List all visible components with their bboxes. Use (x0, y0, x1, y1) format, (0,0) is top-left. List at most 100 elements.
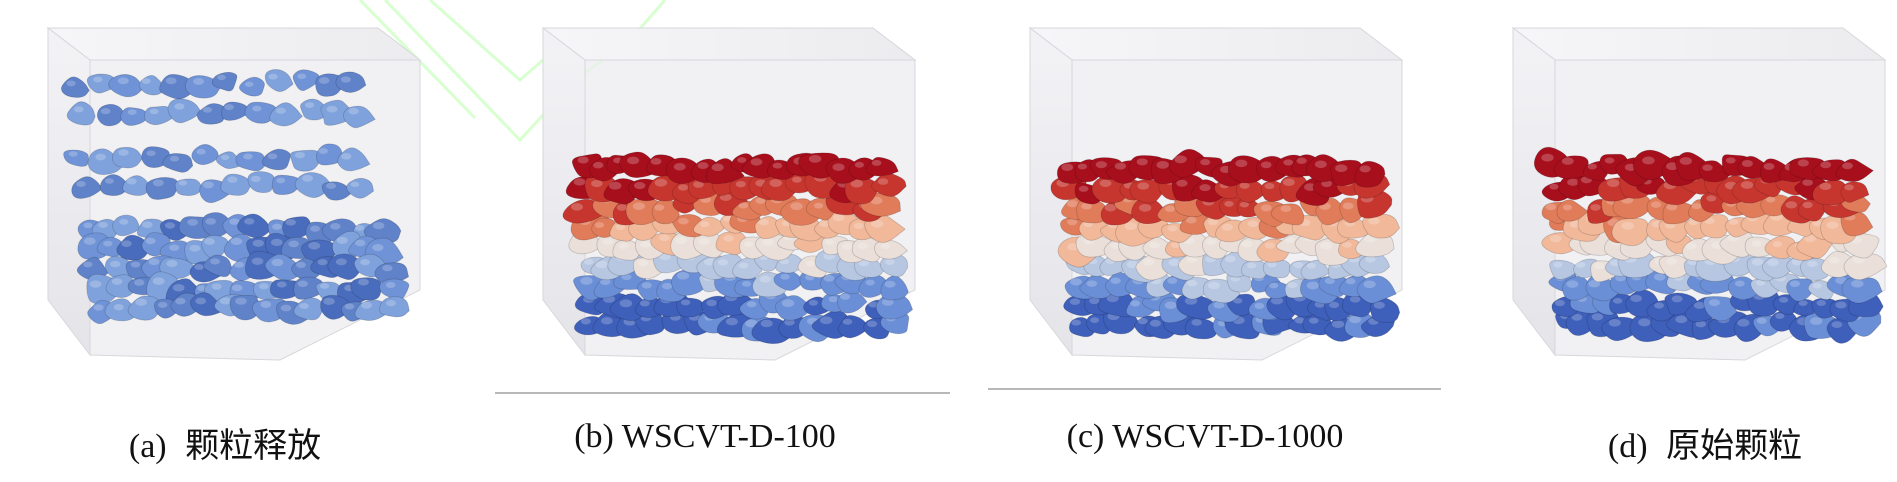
particle-highlight (828, 296, 839, 303)
particle-highlight (819, 220, 830, 227)
particle-highlight (1124, 222, 1138, 230)
particle-highlight (697, 162, 709, 170)
particle-highlight (1104, 204, 1117, 212)
particle-highlight (870, 196, 883, 205)
particle (1835, 158, 1874, 183)
particle (1562, 276, 1593, 301)
particle-highlight (1810, 317, 1823, 325)
box-top-face (1028, 27, 1404, 61)
particle-highlight (602, 238, 614, 245)
particle-highlight (871, 159, 882, 166)
particle (1354, 160, 1386, 188)
particle-highlight (1775, 313, 1785, 319)
particle (96, 103, 125, 127)
particle-highlight (741, 281, 752, 287)
particle-highlight (299, 303, 309, 310)
particle-highlight (592, 161, 604, 169)
particle (120, 107, 151, 126)
particle-highlight (244, 218, 255, 225)
caption-b-text: WSCVT-D-100 (621, 418, 836, 455)
particle (676, 297, 706, 318)
particle-highlight (76, 181, 86, 188)
particle (66, 101, 96, 126)
particle-highlight (1567, 178, 1579, 186)
particle-highlight (196, 148, 206, 155)
particle-highlight (738, 202, 749, 209)
particle-highlight (1756, 279, 1766, 286)
particle-highlight (1842, 162, 1853, 170)
particle-highlight (1593, 262, 1605, 270)
particle (693, 231, 727, 259)
particle-highlight (1142, 258, 1155, 266)
particle-highlight (738, 262, 749, 269)
particle-highlight (1349, 315, 1361, 324)
particle-highlight (1114, 162, 1127, 170)
particle-highlight (1224, 255, 1236, 263)
particle-highlight (641, 282, 652, 289)
particle-highlight (661, 282, 673, 290)
particle-highlight (737, 157, 747, 163)
particle-highlight (1270, 296, 1283, 305)
particle-highlight (268, 73, 278, 80)
particle-highlight (1666, 162, 1679, 171)
particle-highlight (813, 202, 824, 209)
particle-highlight (285, 219, 296, 226)
particle-highlight (1345, 278, 1356, 285)
particle-highlight (260, 301, 272, 308)
particle (1840, 181, 1870, 203)
particle-highlight (1807, 260, 1818, 268)
particle-highlight (1090, 317, 1100, 323)
particle-highlight (725, 317, 738, 326)
separator-line-c (988, 388, 1441, 390)
particle-highlight (1061, 163, 1074, 171)
particle-highlight (267, 153, 278, 160)
particle-highlight (178, 180, 188, 186)
particle-highlight (1241, 240, 1253, 248)
particle-highlight (758, 218, 769, 226)
particle-highlight (1067, 218, 1078, 226)
particle (271, 174, 301, 196)
particle-highlight (169, 155, 180, 162)
particle-highlight (1791, 258, 1803, 266)
particle-highlight (1802, 201, 1813, 209)
particle-highlight (1264, 242, 1276, 249)
particle (1362, 213, 1401, 239)
particle-highlight (385, 282, 396, 289)
particle-highlight (1835, 276, 1847, 285)
particle-highlight (854, 161, 865, 168)
particle-highlight (1070, 278, 1082, 286)
particle-highlight (350, 181, 360, 188)
particle-highlight (1077, 163, 1088, 170)
particle-highlight (220, 154, 230, 161)
particle-highlight (1820, 161, 1832, 169)
particle (775, 295, 813, 321)
particle-highlight (857, 242, 869, 250)
particle-highlight (152, 179, 164, 187)
particle-highlight (1137, 318, 1148, 325)
caption-c-label: (c) (1066, 418, 1105, 455)
particle-highlight (271, 258, 284, 267)
particle (1786, 278, 1815, 302)
particle-highlight (326, 182, 337, 189)
particle-highlight (1779, 297, 1789, 303)
particle-highlight (172, 284, 185, 292)
particle (327, 253, 364, 281)
particle-highlight (93, 304, 104, 311)
particle (174, 178, 203, 196)
particle (127, 295, 162, 321)
particle-highlight (130, 261, 141, 268)
particle-highlight (1675, 315, 1688, 324)
particle (335, 71, 367, 93)
particle-highlight (790, 202, 803, 211)
particle-highlight (187, 218, 199, 226)
particle-highlight (1549, 234, 1562, 243)
particle-highlight (723, 234, 735, 242)
particle-highlight (659, 234, 670, 242)
particle-highlight (1168, 259, 1180, 267)
particle-highlight (1185, 216, 1197, 224)
particle-highlight (577, 156, 589, 164)
particle-highlight (1335, 164, 1348, 173)
particle-highlight (1284, 236, 1296, 244)
particle-highlight (1136, 158, 1148, 166)
particle-highlight (276, 281, 287, 288)
